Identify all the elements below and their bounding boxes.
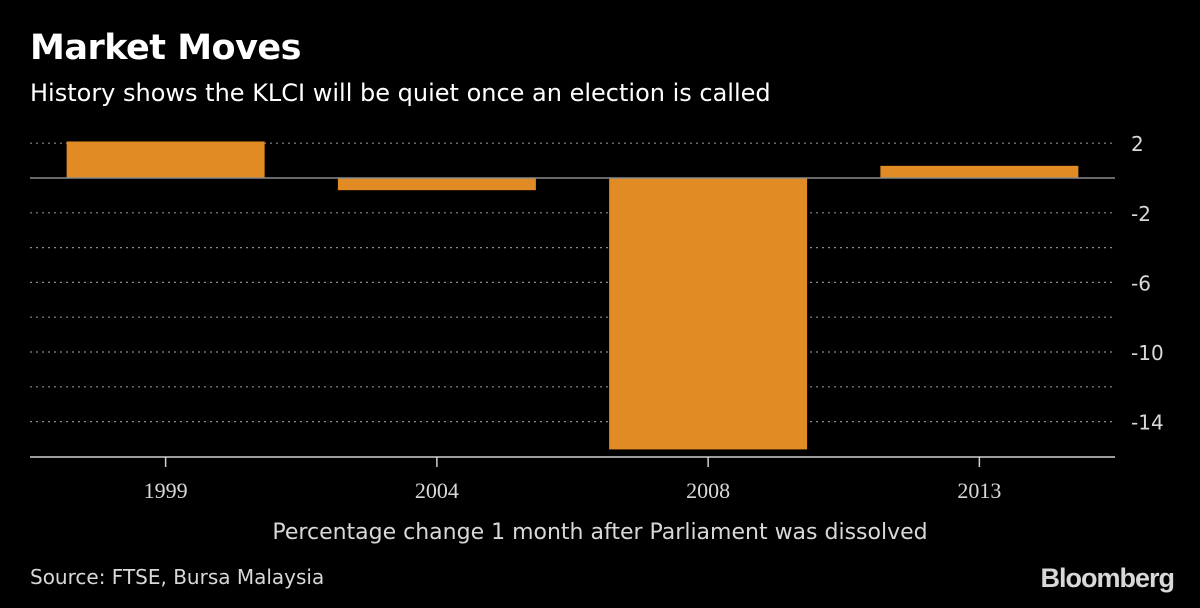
y-tick-label: -14 [1131, 411, 1164, 435]
bloomberg-logo: Bloomberg [1040, 563, 1175, 593]
x-axis-ticks: 1999 2004 2008 2013 [144, 457, 1001, 503]
x-tick-label: 2013 [957, 478, 1001, 503]
x-tick-label: 1999 [144, 478, 188, 503]
axis-description: Percentage change 1 month after Parliame… [272, 520, 928, 545]
chart-title: Market Moves [30, 28, 301, 68]
y-tick-label: -10 [1131, 341, 1164, 365]
bar-2008 [609, 178, 808, 450]
x-tick-label: 2004 [415, 478, 459, 503]
bar-2013 [880, 165, 1079, 178]
bars [66, 141, 1079, 450]
bar-2004 [337, 178, 536, 191]
source-note: Source: FTSE, Bursa Malaysia [30, 565, 325, 589]
y-tick-label: -2 [1131, 202, 1151, 226]
chart-subtitle: History shows the KLCI will be quiet onc… [30, 79, 771, 107]
y-tick-label: -6 [1131, 271, 1151, 295]
grid-lines [30, 142, 1115, 423]
y-tick-label: 2 [1131, 132, 1144, 156]
y-axis-ticks: 2 -2 -6 -10 -14 [1131, 132, 1164, 434]
bar-1999 [66, 141, 265, 178]
x-tick-label: 2008 [686, 478, 730, 503]
